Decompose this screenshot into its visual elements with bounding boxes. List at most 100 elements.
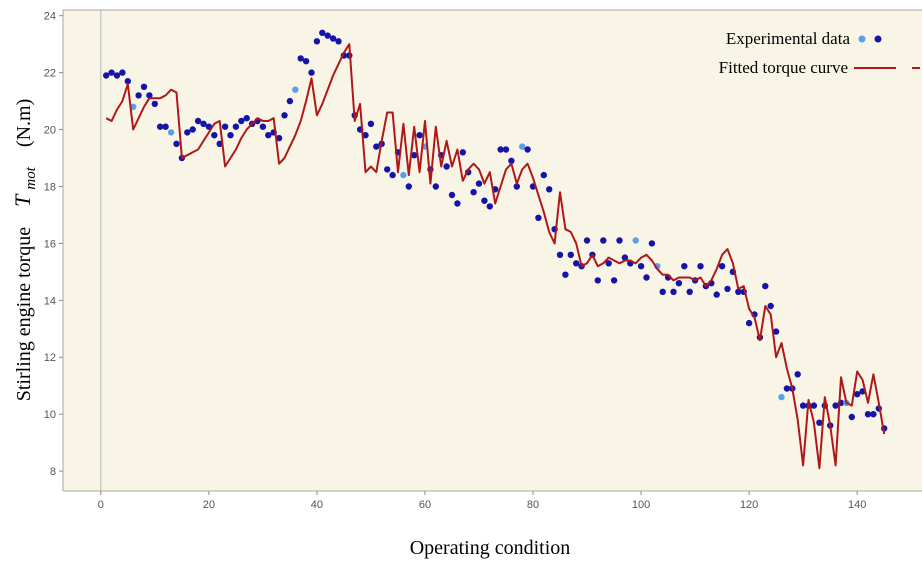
experimental-point bbox=[265, 132, 272, 139]
experimental-point bbox=[524, 146, 531, 153]
y-tick-label: 22 bbox=[44, 68, 56, 80]
experimental-point bbox=[411, 152, 418, 159]
experimental-point bbox=[783, 385, 791, 392]
y-axis-subscript: mot bbox=[23, 166, 39, 189]
y-tick-label: 14 bbox=[44, 295, 56, 307]
experimental-point bbox=[718, 263, 726, 270]
experimental-point bbox=[643, 274, 650, 281]
experimental-point bbox=[281, 112, 288, 119]
experimental-point bbox=[621, 254, 629, 261]
experimental-point bbox=[319, 29, 326, 36]
experimental-point bbox=[675, 280, 683, 287]
experimental-point bbox=[308, 69, 315, 76]
experimental-point bbox=[400, 171, 407, 179]
experimental-point bbox=[632, 237, 639, 244]
experimental-point bbox=[583, 237, 591, 244]
experimental-point bbox=[848, 413, 855, 421]
legend-dot-light bbox=[858, 35, 866, 43]
experimental-point bbox=[227, 132, 234, 139]
experimental-point bbox=[513, 183, 520, 190]
experimental-point bbox=[275, 134, 283, 142]
x-tick-label: 60 bbox=[419, 499, 431, 511]
experimental-point bbox=[697, 263, 704, 270]
legend-dot-dark bbox=[874, 35, 882, 43]
experimental-point bbox=[794, 371, 801, 378]
experimental-point bbox=[724, 285, 731, 293]
experimental-point bbox=[108, 69, 115, 76]
experimental-point bbox=[772, 328, 780, 335]
experimental-point bbox=[659, 288, 666, 295]
experimental-point bbox=[508, 157, 515, 164]
experimental-point bbox=[329, 35, 337, 42]
experimental-point bbox=[135, 92, 142, 99]
y-tick-label: 12 bbox=[44, 352, 56, 364]
experimental-point bbox=[767, 302, 774, 310]
experimental-point bbox=[238, 117, 245, 125]
experimental-point bbox=[416, 132, 423, 139]
experimental-point bbox=[384, 166, 391, 173]
experimental-point bbox=[735, 288, 742, 295]
experimental-point bbox=[103, 72, 110, 79]
experimental-point bbox=[854, 391, 861, 398]
experimental-point bbox=[297, 55, 304, 62]
legend-label-fitted: Fitted torque curve bbox=[719, 58, 848, 77]
experimental-point bbox=[594, 277, 601, 284]
fitted-torque-line bbox=[105, 43, 886, 470]
legend-label-experimental: Experimental data bbox=[726, 29, 851, 48]
experimental-point bbox=[194, 117, 202, 125]
experimental-point bbox=[686, 288, 693, 295]
experimental-point bbox=[362, 132, 369, 139]
experimental-point bbox=[432, 183, 439, 190]
experimental-point bbox=[681, 263, 688, 270]
experimental-point bbox=[459, 149, 466, 156]
experimental-point bbox=[113, 72, 121, 79]
y-tick-label: 18 bbox=[44, 181, 56, 193]
experimental-point bbox=[556, 251, 564, 258]
experimental-point bbox=[286, 97, 294, 105]
x-tick-label: 20 bbox=[203, 499, 215, 511]
experimental-point bbox=[373, 143, 380, 150]
experimental-point bbox=[313, 38, 321, 45]
experimental-point bbox=[600, 237, 607, 244]
experimental-point bbox=[454, 200, 461, 207]
experimental-point bbox=[567, 251, 574, 258]
experimental-point bbox=[302, 58, 310, 65]
experimental-point bbox=[243, 115, 250, 122]
y-tick-label: 10 bbox=[44, 409, 56, 421]
experimental-point bbox=[832, 402, 839, 409]
experimental-point bbox=[211, 132, 218, 139]
x-tick-label: 0 bbox=[98, 499, 104, 511]
experimental-point bbox=[292, 86, 299, 93]
experimental-point bbox=[335, 38, 342, 45]
experimental-point bbox=[540, 171, 547, 179]
experimental-point bbox=[497, 146, 504, 153]
experimental-point bbox=[189, 126, 196, 133]
experimental-point bbox=[610, 277, 618, 284]
y-axis-title-space bbox=[13, 212, 35, 222]
experimental-point bbox=[745, 319, 753, 327]
experimental-point bbox=[519, 143, 526, 150]
experimental-point bbox=[167, 129, 175, 136]
experimental-point bbox=[648, 240, 656, 247]
experimental-point bbox=[162, 123, 169, 130]
experimental-point bbox=[778, 393, 785, 401]
experimental-point bbox=[119, 69, 126, 76]
experimental-point bbox=[637, 263, 645, 270]
experimental-point bbox=[324, 32, 331, 39]
experimental-point bbox=[173, 140, 180, 147]
experimental-point bbox=[151, 100, 158, 108]
experimental-point bbox=[140, 83, 148, 91]
experimental-point bbox=[864, 411, 872, 418]
experimental-point bbox=[405, 183, 412, 190]
y-axis-unit: (N.m) bbox=[13, 99, 35, 147]
experimental-point bbox=[481, 197, 488, 204]
y-axis-title: Stirling engine torque T mot (N.m) bbox=[10, 99, 40, 402]
experimental-point bbox=[448, 191, 456, 199]
experimental-point bbox=[124, 78, 131, 85]
x-tick-label: 100 bbox=[632, 499, 650, 511]
experimental-point bbox=[200, 120, 207, 128]
experimental-point bbox=[146, 92, 153, 99]
experimental-point bbox=[573, 260, 580, 267]
experimental-point bbox=[389, 171, 396, 179]
